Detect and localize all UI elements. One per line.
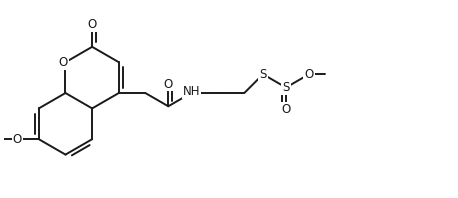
Text: S: S	[282, 81, 289, 94]
Text: O: O	[164, 78, 173, 90]
Text: O: O	[59, 56, 68, 69]
Text: O: O	[281, 103, 291, 116]
Text: O: O	[304, 68, 314, 81]
Text: O: O	[13, 133, 22, 146]
Text: S: S	[259, 68, 267, 81]
Text: O: O	[87, 18, 97, 31]
Text: NH: NH	[182, 85, 200, 98]
